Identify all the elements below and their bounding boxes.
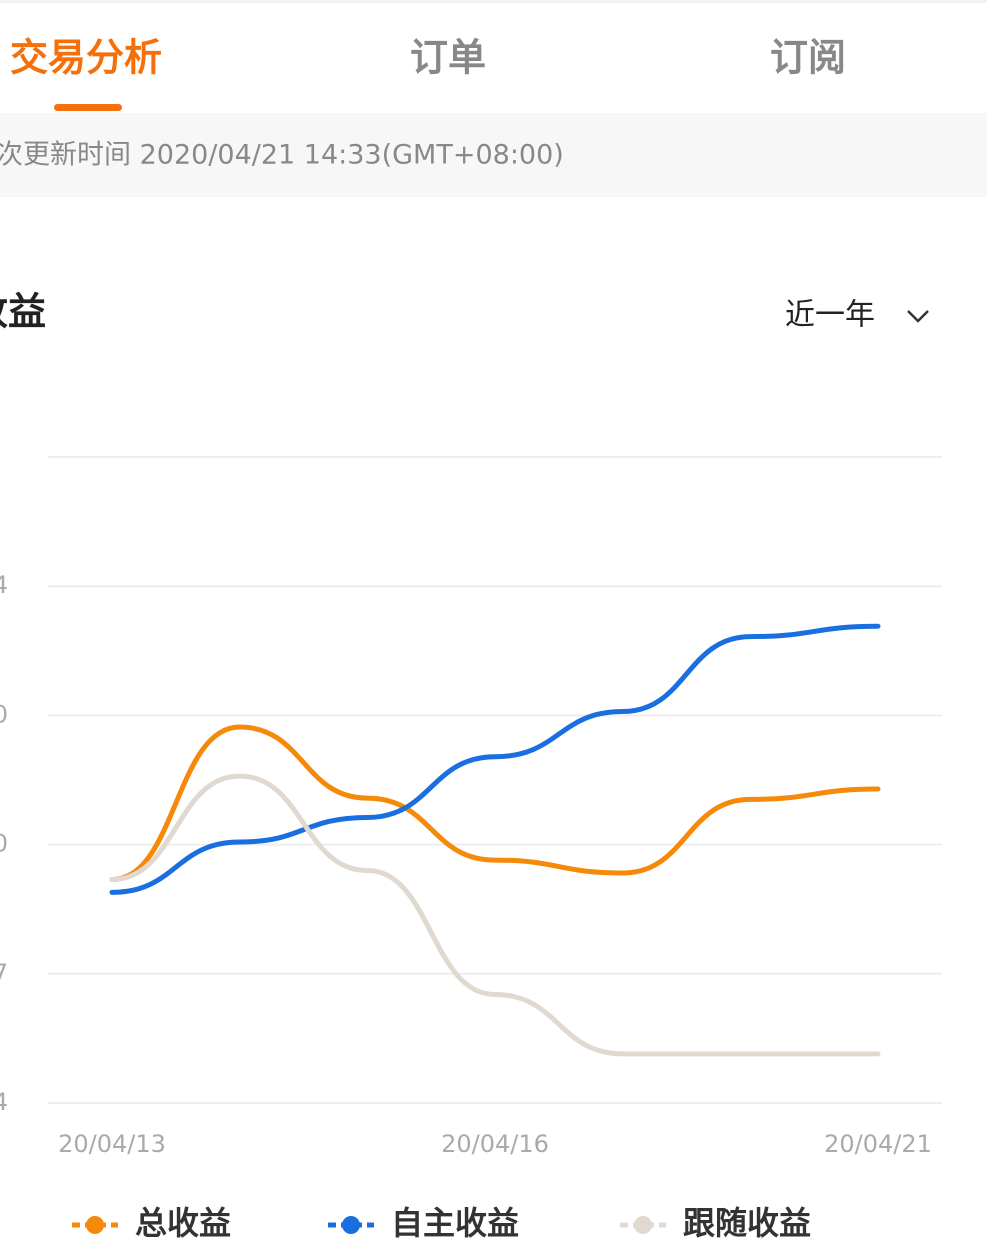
legend-label: 跟随收益: [683, 1204, 811, 1242]
tab[interactable]: 订阅: [770, 36, 846, 80]
series-line: [109, 623, 881, 895]
y-tick-label: 7: [0, 959, 8, 987]
legend-dot: [634, 1216, 652, 1234]
x-tick-label: 20/04/21: [824, 1130, 932, 1158]
y-tick-label: 4: [0, 1088, 8, 1116]
legend-label: 总收益: [135, 1204, 231, 1242]
section-title: 收益: [0, 290, 46, 334]
legend-dot: [342, 1216, 360, 1234]
chevron[interactable]: [907, 310, 929, 323]
y-tick-label: 0: [0, 830, 8, 858]
x-tick-label: 20/04/16: [441, 1130, 549, 1158]
y-tick-label: 4: [0, 571, 8, 599]
legend-label: 自主收益: [391, 1204, 519, 1242]
tab-bar: 交易分析 订单 订阅: [10, 36, 846, 111]
tab[interactable]: 订单: [410, 36, 486, 80]
update-band: [0, 113, 987, 197]
top-edge: [0, 0, 987, 3]
legend: 总收益 自主收益 跟随收益: [72, 1204, 811, 1242]
update-note: 次更新时间 2020/04/21 14:33(GMT+08:00): [0, 140, 564, 171]
series-line: [109, 773, 881, 1057]
x-tick-label: 20/04/13: [58, 1130, 166, 1158]
series-line: [109, 724, 881, 882]
legend-dot: [86, 1216, 104, 1234]
tab-indicator: [54, 104, 122, 111]
y-tick-label: 0: [0, 700, 8, 728]
chart: 4 7 0 0 4 20/04/13 20/04/16 20/04/21: [0, 456, 942, 1158]
tab[interactable]: 交易分析: [10, 36, 162, 80]
range-selector[interactable]: 近一年: [785, 298, 875, 333]
